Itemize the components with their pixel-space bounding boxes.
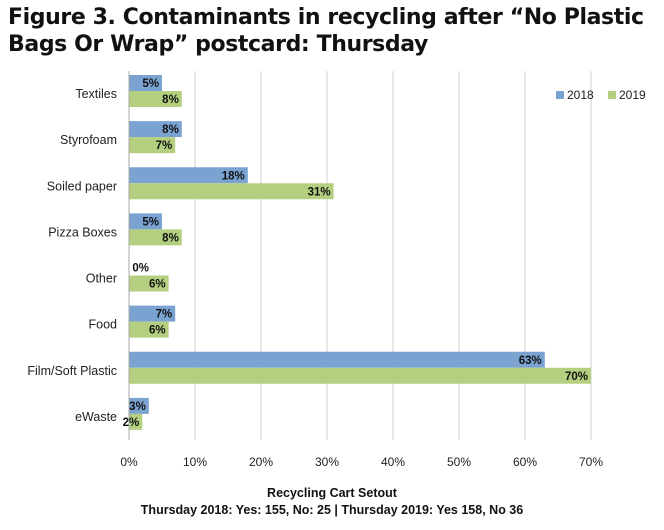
data-label: 8% xyxy=(162,124,179,136)
bar-2019-food xyxy=(129,321,169,338)
bar-2019-ewaste xyxy=(129,413,143,430)
category-label: Styrofoam xyxy=(60,133,117,147)
data-label: 5% xyxy=(142,216,159,228)
chart-title: Figure 3. Contaminants in recycling afte… xyxy=(8,5,644,57)
x-tick-label: 30% xyxy=(315,455,339,469)
category-label: Food xyxy=(89,318,118,332)
data-label: 5% xyxy=(142,78,159,90)
bar-2018-soiled-paper xyxy=(129,167,248,184)
bar-2019-other xyxy=(129,275,169,292)
data-label: 2% xyxy=(123,417,140,429)
category-label: Soiled paper xyxy=(47,179,117,193)
x-tick-label: 20% xyxy=(249,455,273,469)
data-label: 7% xyxy=(156,140,173,152)
x-tick-label: 0% xyxy=(120,455,138,469)
x-tick-label: 50% xyxy=(447,455,471,469)
bar-2018-film-soft-plastic xyxy=(129,351,545,368)
legend-label: 2019 xyxy=(619,88,646,102)
bar-2018-styrofoam xyxy=(129,121,182,138)
data-label: 0% xyxy=(132,263,149,275)
category-label: eWaste xyxy=(75,410,117,424)
category-label: Film/Soft Plastic xyxy=(27,364,117,378)
bar-2018-pizza-boxes xyxy=(129,213,162,230)
bar-2019-film-soft-plastic xyxy=(129,367,591,384)
x-tick-label: 60% xyxy=(513,455,537,469)
bar-2018-ewaste xyxy=(129,397,149,414)
category-label: Pizza Boxes xyxy=(48,225,117,239)
data-label: 8% xyxy=(162,94,179,106)
x-axis-sublabel: Thursday 2018: Yes: 155, No: 25 | Thursd… xyxy=(140,503,524,517)
data-label: 8% xyxy=(162,232,179,244)
bar-2019-pizza-boxes xyxy=(129,229,182,246)
data-label: 3% xyxy=(129,401,146,413)
x-tick-label: 40% xyxy=(381,455,405,469)
data-label: 18% xyxy=(222,170,245,182)
bar-2019-textiles xyxy=(129,91,182,107)
data-label: 31% xyxy=(308,186,331,198)
bar-2018-textiles xyxy=(129,75,162,91)
x-tick-label: 70% xyxy=(579,455,603,469)
bar-2019-soiled-paper xyxy=(129,183,334,200)
x-tick-label: 10% xyxy=(183,455,207,469)
data-label: 7% xyxy=(156,309,173,321)
legend-label: 2018 xyxy=(567,88,594,102)
data-label: 63% xyxy=(519,355,542,367)
data-label: 70% xyxy=(565,371,588,383)
category-label: Other xyxy=(86,272,117,286)
data-label: 6% xyxy=(149,325,166,337)
legend-swatch-2018 xyxy=(556,91,564,99)
x-axis-label: Recycling Cart Setout xyxy=(267,486,397,500)
bar-2019-styrofoam xyxy=(129,137,176,154)
category-label: Textiles xyxy=(75,87,117,101)
legend-swatch-2019 xyxy=(608,91,616,99)
data-label: 6% xyxy=(149,279,166,291)
bar-2018-food xyxy=(129,305,176,322)
